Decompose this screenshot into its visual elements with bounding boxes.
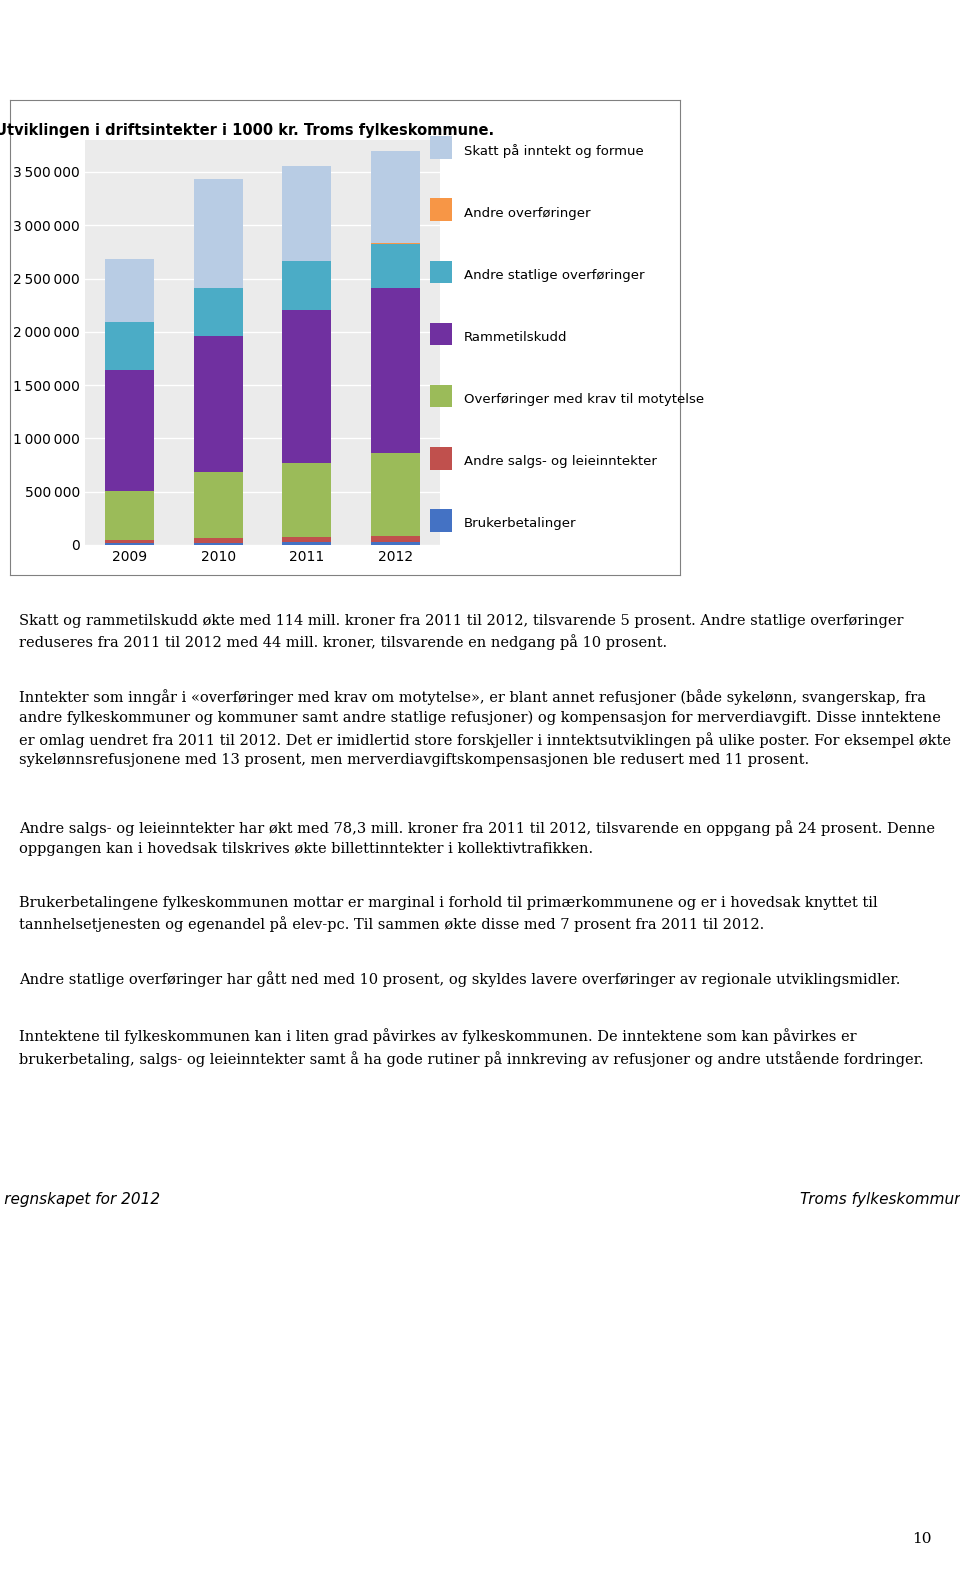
Text: Andre statlige overføringer har gått ned med 10 prosent, og skyldes lavere overf: Andre statlige overføringer har gått ned… — [19, 972, 900, 988]
Bar — [372, 150, 420, 243]
Bar — [194, 335, 243, 473]
Bar — [105, 542, 154, 545]
Bar — [105, 323, 154, 370]
Text: Skatt og rammetilskudd økte med 114 mill. kroner fra 2011 til 2012, tilsvarende : Skatt og rammetilskudd økte med 114 mill… — [19, 613, 903, 650]
Text: Troms fylkeskommune: Troms fylkeskommune — [800, 1192, 960, 1208]
Text: 10: 10 — [912, 1532, 931, 1546]
Bar — [282, 542, 331, 545]
Bar — [282, 310, 331, 463]
Text: KOSTRA-analyse av regnskapet for 2012: KOSTRA-analyse av regnskapet for 2012 — [0, 1192, 160, 1208]
Bar — [372, 454, 420, 536]
Bar — [372, 542, 420, 545]
Bar — [282, 538, 331, 542]
Bar — [105, 370, 154, 490]
Bar — [282, 166, 331, 261]
Bar — [194, 542, 243, 545]
Text: Inntekter som inngår i «overføringer med krav om motytelse», er blant annet refu: Inntekter som inngår i «overføringer med… — [19, 689, 951, 767]
Text: Andre statlige overføringer: Andre statlige overføringer — [464, 269, 644, 281]
Text: Overføringer med krav til motytelse: Overføringer med krav til motytelse — [464, 394, 704, 406]
Bar — [372, 288, 420, 454]
Bar — [105, 490, 154, 539]
Bar — [282, 261, 331, 310]
Bar — [372, 243, 420, 288]
Bar — [430, 509, 451, 531]
Text: Andre overføringer: Andre overføringer — [464, 207, 590, 220]
Text: Andre salgs- og leieinntekter har økt med 78,3 mill. kroner fra 2011 til 2012, t: Andre salgs- og leieinntekter har økt me… — [19, 821, 935, 855]
Bar — [105, 539, 154, 542]
Bar — [105, 259, 154, 323]
Bar — [372, 536, 420, 542]
Bar — [194, 288, 243, 335]
Text: Brukerbetalingene fylkeskommunen mottar er marginal i forhold til primærkommunen: Brukerbetalingene fylkeskommunen mottar … — [19, 896, 877, 933]
Text: Utviklingen i driftsintekter i 1000 kr. Troms fylkeskommune.: Utviklingen i driftsintekter i 1000 kr. … — [0, 123, 494, 138]
Bar — [430, 384, 451, 408]
Bar — [430, 261, 451, 283]
Text: Andre salgs- og leieinntekter: Andre salgs- og leieinntekter — [464, 455, 657, 468]
Text: Brukerbetalinger: Brukerbetalinger — [464, 517, 576, 531]
Bar — [282, 463, 331, 538]
Text: Skatt på inntekt og formue: Skatt på inntekt og formue — [464, 144, 643, 158]
Bar — [194, 539, 243, 542]
Bar — [194, 179, 243, 288]
Text: Rammetilskudd: Rammetilskudd — [464, 330, 567, 345]
Bar — [430, 323, 451, 345]
Bar — [430, 136, 451, 160]
Bar — [194, 473, 243, 539]
Text: Inntektene til fylkeskommunen kan i liten grad påvirkes av fylkeskommunen. De in: Inntektene til fylkeskommunen kan i lite… — [19, 1029, 924, 1067]
Bar — [430, 447, 451, 470]
Bar — [430, 199, 451, 221]
